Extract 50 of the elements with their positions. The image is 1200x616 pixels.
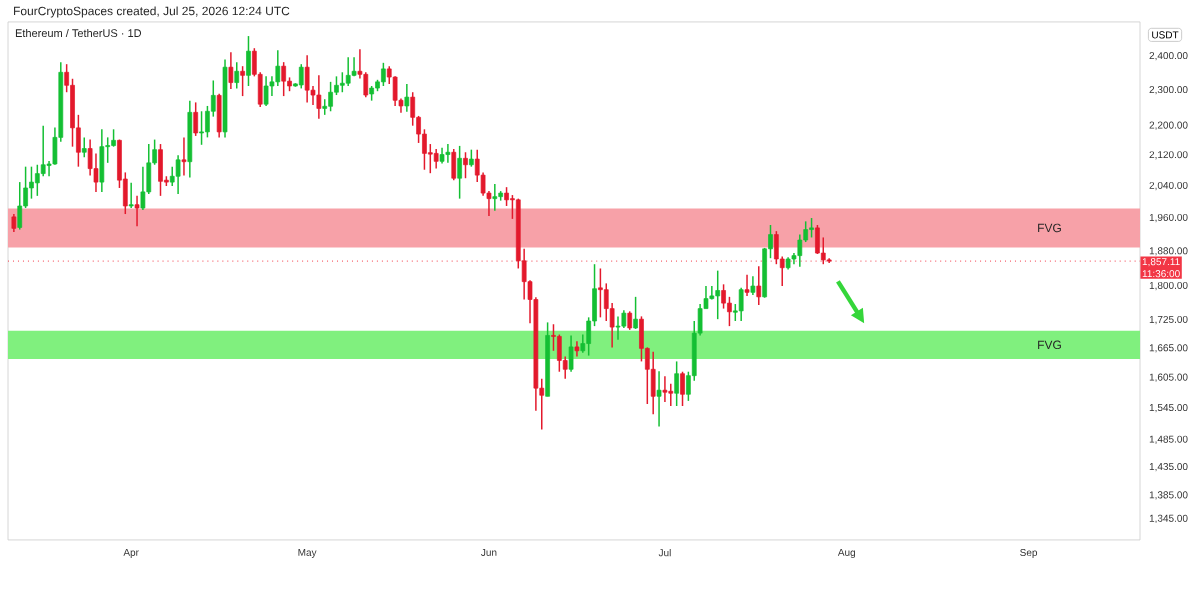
candlestick <box>181 136 187 177</box>
x-tick-label: Jul <box>658 548 671 557</box>
text: FourCryptoSpaces created, Jul 25, 2026 12:24 UTC <box>14 6 290 18</box>
candlestick <box>240 65 245 97</box>
y-tick-label: 1,385.00 <box>1149 491 1188 500</box>
candlestick <box>750 275 756 296</box>
candlestick <box>193 101 199 137</box>
ref-line-label: 1,857.11 <box>1142 258 1180 267</box>
y-tick-label: 2,120.00 <box>1149 151 1188 160</box>
text: Ethereum / TetherUS · 1D <box>15 28 142 38</box>
text: 11:36:00 <box>1142 270 1180 278</box>
y-tick-label: 1,725.00 <box>1149 315 1188 325</box>
y-tick-label: 1,435.00 <box>1149 463 1188 472</box>
y-tick-label: 1,605.00 <box>1149 373 1188 382</box>
candlestick <box>457 145 462 200</box>
x-tick-label: Apr <box>123 548 139 558</box>
candlestick <box>633 296 638 330</box>
y-axis-title: USDT <box>1152 31 1179 39</box>
band-label: FVG <box>1038 340 1061 350</box>
x-tick-label: May <box>298 548 317 558</box>
candlestick <box>627 310 633 331</box>
x-tick-label: Sep <box>1020 548 1038 559</box>
y-tick-label: 1,545.00 <box>1149 404 1188 413</box>
candlestick <box>680 370 685 407</box>
y-tick-label: 2,040.00 <box>1149 181 1188 191</box>
y-tick-label: 2,400.00 <box>1149 52 1188 61</box>
candlestick <box>128 182 134 209</box>
y-tick-label: 1,665.00 <box>1149 344 1188 353</box>
candlestick <box>568 334 574 373</box>
candlestick <box>404 83 410 113</box>
y-tick-label: 1,880.00 <box>1149 247 1188 256</box>
y-tick-label: 1,345.00 <box>1149 514 1188 523</box>
y-tick-label: 1,960.00 <box>1149 213 1188 223</box>
candlestick <box>656 370 662 428</box>
candlestick <box>234 61 240 90</box>
y-tick-label: 1,485.00 <box>1149 435 1188 444</box>
candlestick <box>756 265 762 306</box>
x-tick-label: Aug <box>837 548 855 558</box>
candlestick <box>134 195 140 228</box>
candlestick <box>463 151 468 179</box>
candlestick <box>574 340 580 358</box>
candlestick <box>228 51 234 90</box>
y-tick-label: 1,800.00 <box>1149 281 1188 291</box>
candlestick <box>744 273 750 297</box>
band-label: FVG <box>1038 223 1061 233</box>
x-tick-label: Jun <box>481 548 497 556</box>
candlestick <box>81 136 87 158</box>
candlestick <box>674 360 679 407</box>
y-tick-label: 2,200.00 <box>1149 121 1188 130</box>
y-tick-label: 2,300.00 <box>1149 86 1188 95</box>
